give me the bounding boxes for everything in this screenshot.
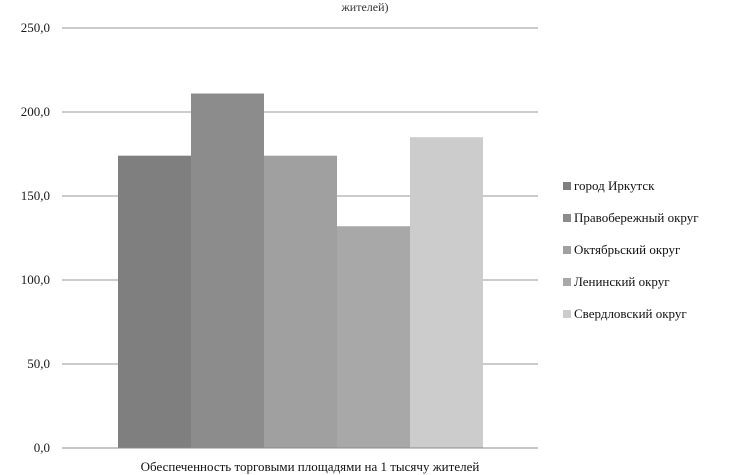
legend-swatch [563,246,571,254]
legend-swatch [563,214,571,222]
legend-label: Правобережный округ [574,210,699,225]
y-tick-label: 200,0 [21,104,50,119]
legend-swatch [563,310,571,318]
y-tick-label: 0,0 [34,440,50,455]
bar [264,155,337,448]
y-tick-label: 250,0 [21,20,50,35]
legend-label: город Иркутск [574,178,655,193]
legend-label: Ленинский округ [574,274,670,289]
bar [337,226,410,448]
legend-label: Свердловский округ [574,306,687,321]
x-axis-label: Обеспеченность торговыми площадями на 1 … [141,459,480,474]
chart-title-fragment: жителей) [340,0,388,14]
y-tick-label: 100,0 [21,272,50,287]
bar [118,155,191,448]
y-tick-label: 150,0 [21,188,50,203]
y-axis-tick-labels: 0,0 50,0 100,0 150,0 200,0 250,0 [21,20,50,455]
bar [191,93,264,449]
legend: город Иркутск Правобережный округ Октябрьс… [563,178,699,321]
bar [410,137,483,448]
legend-swatch [563,278,571,286]
bars [118,93,483,449]
legend-swatch [563,182,571,190]
y-tick-label: 50,0 [27,356,50,371]
legend-label: Октябрьский округ [574,242,680,257]
